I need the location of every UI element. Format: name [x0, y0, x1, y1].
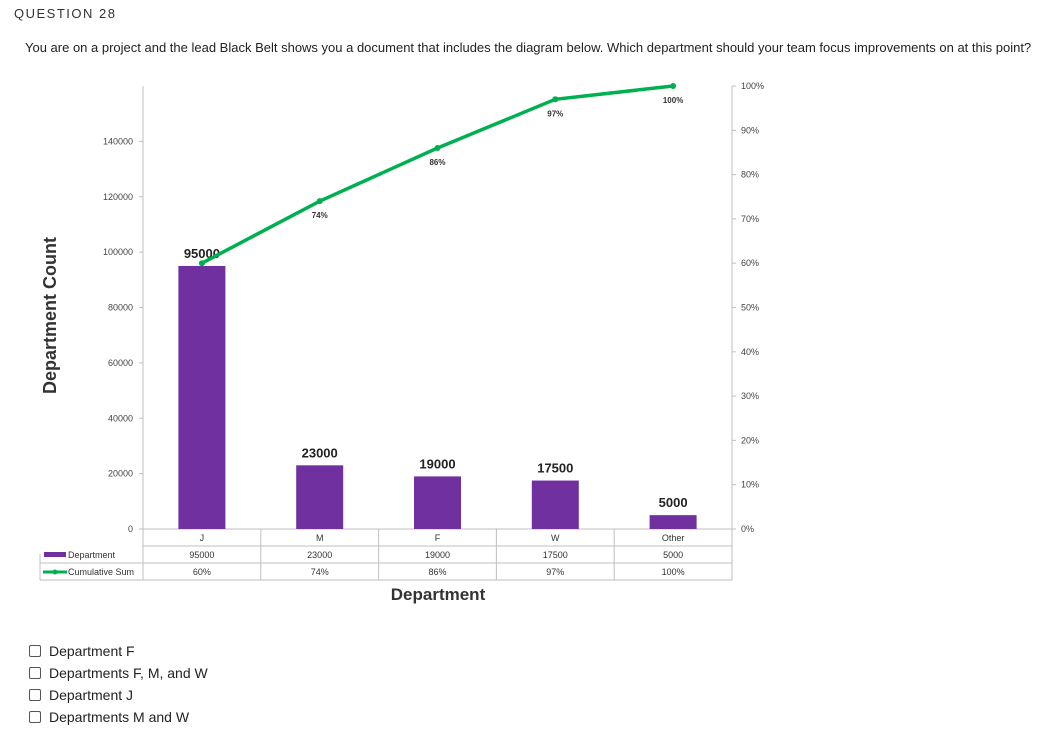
- table-cell: 23000: [307, 550, 332, 560]
- bar-data-label: 19000: [419, 456, 455, 471]
- legend-label: Department: [68, 550, 116, 560]
- checkbox[interactable]: [29, 667, 41, 679]
- cumulative-line: [201, 84, 674, 265]
- checkbox[interactable]: [29, 689, 41, 701]
- bar-data-label: 17500: [537, 461, 573, 476]
- option-label: Department F: [49, 643, 135, 659]
- x-tick-label: F: [435, 533, 441, 543]
- y2-tick-label: 10%: [741, 480, 759, 490]
- y2-tick-label: 40%: [741, 347, 759, 357]
- bar-data-label: 5000: [659, 495, 688, 510]
- table-cell: 97%: [546, 567, 564, 577]
- cumulative-point: [670, 83, 677, 89]
- x-tick-label: W: [551, 533, 560, 543]
- bar-data-label: 95000: [184, 246, 220, 261]
- table-cell: 95000: [189, 550, 214, 560]
- legend-line-marker: [52, 569, 58, 575]
- legend-label: Cumulative Sum: [68, 567, 134, 577]
- x-tick-label: J: [200, 533, 205, 543]
- cumulative-point: [434, 145, 441, 152]
- y2-tick-label: 0%: [741, 524, 754, 534]
- option-department-f[interactable]: Department F: [29, 640, 208, 662]
- table-cell: 100%: [662, 567, 685, 577]
- table-cell: 5000: [663, 550, 683, 560]
- option-label: Departments M and W: [49, 709, 190, 725]
- y-tick-label: 140000: [103, 136, 133, 146]
- y-axis-title: Department Count: [40, 237, 60, 394]
- y2-tick-label: 20%: [741, 435, 759, 445]
- cumulative-point: [316, 198, 323, 205]
- y2-tick-label: 50%: [741, 303, 759, 313]
- checkbox[interactable]: [29, 645, 41, 657]
- bar-w: [531, 480, 579, 529]
- y-tick-label: 120000: [103, 192, 133, 202]
- option-department-j[interactable]: Department J: [29, 684, 208, 706]
- y2-tick-label: 70%: [741, 214, 759, 224]
- y-tick-label: 20000: [108, 469, 133, 479]
- option-label: Department J: [49, 687, 134, 703]
- answer-options: Department F Departments F, M, and W Dep…: [29, 640, 208, 728]
- cumulative-point: [552, 96, 559, 103]
- y-tick-label: 100000: [103, 247, 133, 257]
- table-cell: 60%: [193, 567, 211, 577]
- x-tick-label: Other: [662, 533, 685, 543]
- x-tick-label: M: [316, 533, 324, 543]
- y-tick-label: 60000: [108, 358, 133, 368]
- y2-tick-label: 60%: [741, 258, 759, 268]
- y2-tick-label: 90%: [741, 125, 759, 135]
- cumulative-data-label: 86%: [429, 158, 445, 167]
- option-departments-m-w[interactable]: Departments M and W: [29, 706, 208, 728]
- y2-tick-label: 30%: [741, 391, 759, 401]
- y-tick-label: 80000: [108, 303, 133, 313]
- table-cell: 74%: [311, 567, 329, 577]
- bar-j: [178, 265, 226, 529]
- table-cell: 86%: [428, 567, 446, 577]
- question-number: QUESTION 28: [14, 6, 117, 21]
- y2-tick-label: 100%: [741, 81, 764, 91]
- bar-other: [649, 515, 697, 529]
- bar-f: [414, 476, 461, 529]
- cumulative-point: [198, 260, 205, 267]
- table-cell: 17500: [543, 550, 568, 560]
- cumulative-data-label: 100%: [663, 96, 683, 105]
- cumulative-data-label: 97%: [547, 109, 563, 118]
- y-tick-label: 40000: [108, 413, 133, 423]
- y2-tick-label: 80%: [741, 170, 759, 180]
- question-prompt: You are on a project and the lead Black …: [25, 40, 1032, 55]
- bar-m: [296, 465, 344, 529]
- option-label: Departments F, M, and W: [49, 665, 208, 681]
- x-axis-title: Department: [391, 585, 486, 604]
- bar-data-label: 23000: [302, 445, 338, 460]
- cumulative-data-label: 74%: [312, 211, 328, 220]
- checkbox[interactable]: [29, 711, 41, 723]
- table-cell: 19000: [425, 550, 450, 560]
- option-departments-f-m-w[interactable]: Departments F, M, and W: [29, 662, 208, 684]
- legend-bar-swatch: [44, 552, 66, 557]
- y-tick-label: 0: [128, 524, 133, 534]
